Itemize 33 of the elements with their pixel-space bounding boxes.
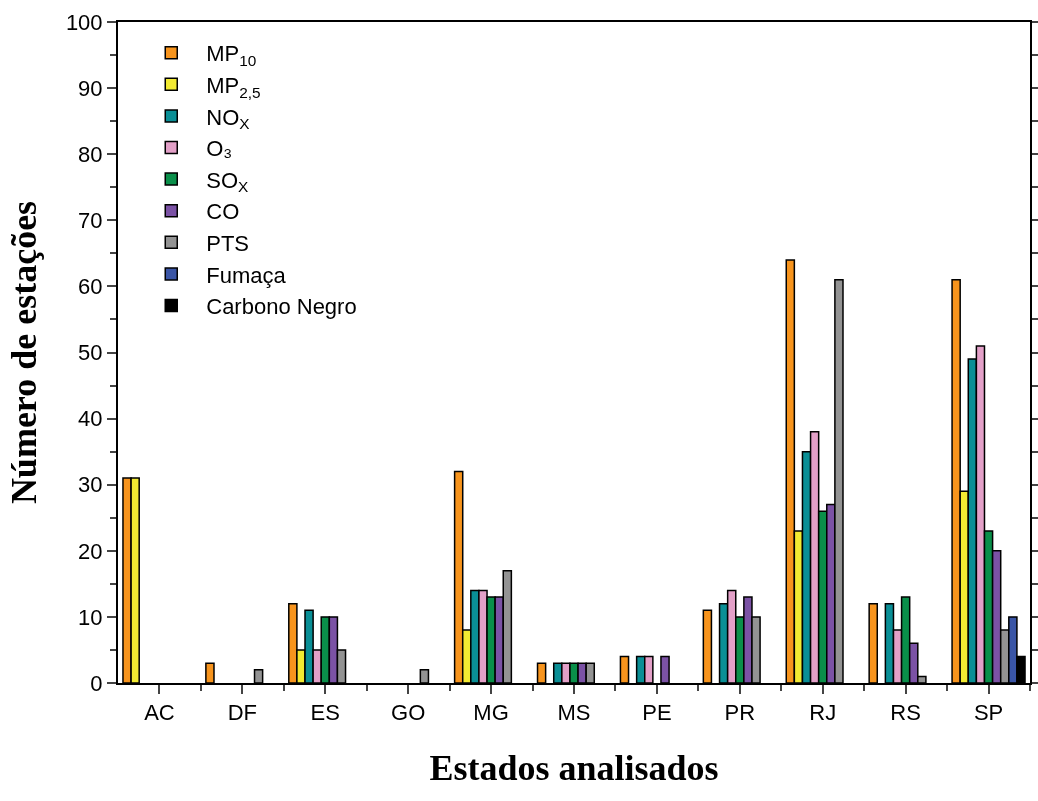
x-tick-label: MG — [473, 700, 509, 726]
legend-label: Carbono Negro — [206, 294, 357, 320]
legend-label: O₃ — [206, 136, 233, 162]
y-tick-label: 60 — [78, 274, 103, 300]
legend-label: CO — [206, 199, 240, 225]
legend-label: SO$_{X}$ — [206, 167, 249, 196]
x-tick-label: SP — [973, 700, 1004, 726]
y-tick-label: 20 — [78, 538, 103, 564]
y-tick-label: 40 — [78, 406, 103, 432]
y-tick-label: 50 — [78, 340, 103, 366]
legend-label: Fumaça — [206, 262, 287, 288]
y-tick-label: 0 — [90, 670, 103, 696]
y-axis-title: Número de estações — [4, 200, 45, 505]
y-tick-label: 70 — [78, 208, 103, 233]
x-tick-label: AC — [144, 700, 175, 726]
y-tick-label: 10 — [78, 604, 103, 630]
x-tick-label: PE — [642, 700, 672, 726]
x-tick-label: ES — [310, 700, 340, 726]
x-tick-label: RS — [890, 700, 921, 726]
legend-label: NO$_{X}$ — [206, 104, 250, 133]
y-tick-label: 80 — [78, 141, 103, 167]
x-tick-label: MS — [557, 700, 591, 726]
y-tick-label: 30 — [78, 472, 103, 498]
legend-label: MP$_{10}$ — [206, 41, 257, 69]
x-tick-label: RJ — [809, 700, 837, 726]
y-tick-label: 100 — [65, 9, 103, 35]
x-tick-label: DF — [227, 700, 258, 726]
x-tick-label: GO — [391, 700, 426, 726]
y-tick-label: 90 — [78, 75, 103, 101]
x-axis-title: Estados analisados — [429, 747, 719, 788]
x-tick-label: PR — [724, 700, 756, 726]
legend-label: PTS — [206, 230, 250, 256]
legend-label: MP$_{2,5}$ — [206, 72, 261, 101]
